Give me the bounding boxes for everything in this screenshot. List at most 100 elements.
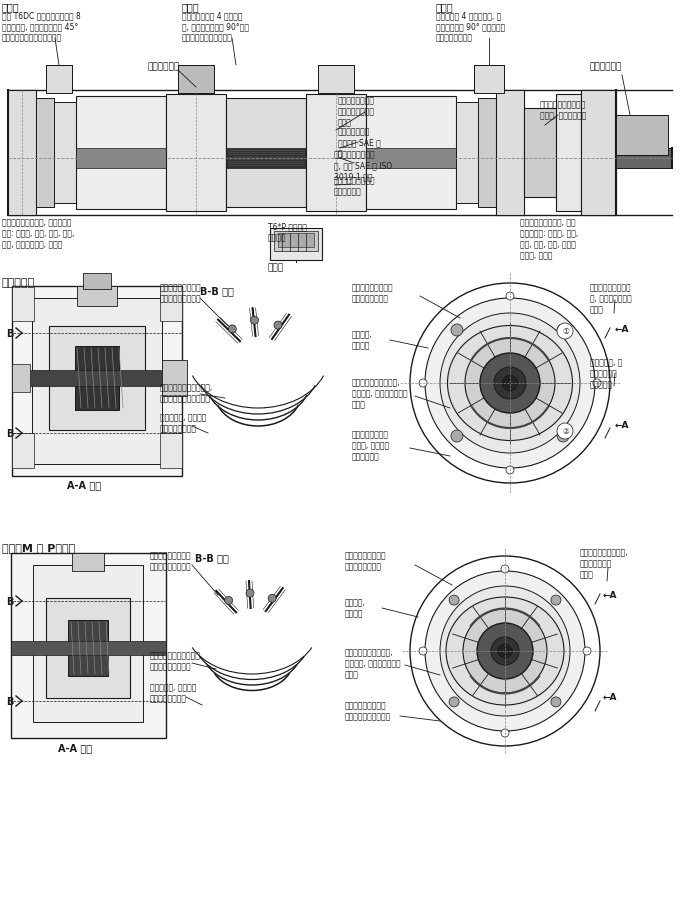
Circle shape (551, 596, 561, 605)
Bar (366, 148, 456, 168)
Circle shape (224, 596, 233, 605)
Text: B: B (6, 697, 14, 707)
Bar (162, 360, 187, 396)
Bar (12, 370, 182, 386)
Text: ←A: ←A (615, 325, 630, 334)
Bar (160, 433, 182, 468)
Text: 出油口具有 4 个方向位置, 相
对于吸口可按 90° 的间隔转动
配置在任一位置上: 出油口具有 4 个方向位置, 相 对于吸口可按 90° 的间隔转动 配置在任一位… (436, 11, 505, 42)
Bar (270, 228, 322, 260)
Circle shape (465, 338, 555, 428)
Circle shape (419, 647, 427, 655)
Text: 前后侧板通过独立
的出口压力相互轴
向夹紧: 前后侧板通过独立 的出口压力相互轴 向夹紧 (338, 96, 375, 127)
Bar (366, 96, 456, 209)
Bar (616, 148, 672, 168)
Ellipse shape (446, 597, 564, 705)
Bar (8, 90, 36, 215)
Bar (72, 553, 104, 571)
Text: 叶片处于定子压油坡面,
叶片缩进, 并将油液挤压至
出油口: 叶片处于定子压油坡面, 叶片缩进, 并将油液挤压至 出油口 (352, 378, 407, 409)
Text: 叶片由柱销及离心力
作用压向定子内曲面: 叶片由柱销及离心力 作用压向定子内曲面 (150, 551, 192, 571)
Bar (278, 233, 314, 247)
Text: A-A 剖视: A-A 剖视 (58, 743, 92, 753)
Bar (33, 565, 143, 722)
Bar (75, 346, 119, 410)
Text: B: B (6, 329, 14, 339)
Circle shape (440, 586, 570, 716)
Circle shape (593, 379, 601, 387)
Bar (274, 231, 318, 251)
Bar (46, 65, 72, 93)
Text: 叶片由柱销及离心力
作用压向定子内曲面: 叶片由柱销及离心力 作用压向定子内曲面 (160, 283, 202, 303)
Circle shape (551, 697, 561, 707)
Text: 传动轴球轴承保证传
动轴的对中性: 传动轴球轴承保证传 动轴的对中性 (334, 176, 375, 196)
Bar (12, 364, 30, 392)
Bar (83, 273, 111, 289)
Bar (11, 553, 166, 738)
Circle shape (425, 298, 595, 468)
Text: B-B 剖视: B-B 剖视 (195, 553, 229, 563)
Bar (160, 286, 182, 321)
Text: 叶片在定子长径弧面
上, 将压力腔与吸油
腔隔离: 叶片在定子长径弧面 上, 将压力腔与吸油 腔隔离 (590, 283, 632, 314)
Text: 车用（M 及 P）型泵: 车用（M 及 P）型泵 (2, 543, 75, 553)
Bar (46, 598, 130, 698)
Text: ②: ② (562, 427, 569, 436)
Circle shape (501, 729, 509, 737)
Text: 安装导向定位孔
完全符合 SAE 标
准: 安装导向定位孔 完全符合 SAE 标 准 (338, 127, 381, 158)
Circle shape (557, 430, 569, 442)
Text: 柱销腔处于平稳压力状态,
压力稍高于叶片刃口压力: 柱销腔处于平稳压力状态, 压力稍高于叶片刃口压力 (160, 383, 214, 403)
Text: 叶片在定子长径弧面上,
将压力腔与吸油
腔隔离: 叶片在定子长径弧面上, 将压力腔与吸油 腔隔离 (580, 548, 628, 579)
Circle shape (274, 321, 282, 329)
Text: 侧面供油孔, 向柱销底
腔提供出口压力油: 侧面供油孔, 向柱销底 腔提供出口压力油 (160, 413, 206, 433)
Text: 柱销腔处于平稳压力状态,
压力稍高于出口压力: 柱销腔处于平稳压力状态, 压力稍高于出口压力 (150, 651, 203, 671)
Circle shape (449, 697, 459, 707)
Circle shape (494, 367, 526, 399)
Bar (318, 65, 354, 93)
Text: 多种平键或花键传动
轴, 符合 SAE 及 ISO
3019-1 标准: 多种平键或花键传动 轴, 符合 SAE 及 ISO 3019-1 标准 (334, 150, 392, 181)
Text: 侧面润滑孔, 向前、后
侧板表面提供润滑: 侧面润滑孔, 向前、后 侧板表面提供润滑 (150, 683, 197, 703)
Bar (478, 98, 496, 207)
Circle shape (268, 595, 276, 602)
Circle shape (440, 313, 580, 453)
Circle shape (477, 623, 533, 679)
Bar (306, 94, 366, 211)
Circle shape (557, 423, 573, 439)
Circle shape (425, 571, 585, 731)
Text: 泵芯组件可成套更换, 每个
组件均包括: 定子环, 转子,
叶片, 柱销, 轴套, 定位销
以及前, 后侧板: 泵芯组件可成套更换, 每个 组件均包括: 定子环, 转子, 叶片, 柱销, 轴套… (520, 218, 578, 260)
Circle shape (557, 324, 569, 336)
Bar (226, 98, 306, 207)
Circle shape (449, 596, 459, 605)
Bar (524, 108, 556, 197)
Text: ①: ① (562, 327, 569, 336)
Text: ←A: ←A (603, 591, 617, 600)
Text: 定子环进油斜孔改善
了泵芯的吸油特性: 定子环进油斜孔改善 了泵芯的吸油特性 (352, 283, 394, 303)
Circle shape (501, 565, 509, 573)
Bar (76, 96, 166, 209)
Circle shape (463, 609, 547, 693)
Bar (77, 286, 117, 306)
Bar (54, 102, 76, 203)
Text: 轴端出油口具有 4 个方向位
置, 相对于吸口可按 90°的间
隔转动配置在任一位置上: 轴端出油口具有 4 个方向位 置, 相对于吸口可按 90°的间 隔转动配置在任一… (182, 11, 249, 42)
Circle shape (228, 325, 236, 333)
Bar (581, 90, 616, 215)
Bar (556, 94, 581, 211)
Circle shape (451, 324, 463, 336)
Bar (226, 148, 306, 168)
Text: B: B (6, 597, 14, 607)
Text: ←A: ←A (603, 693, 617, 702)
Text: 进油（吸）口: 进油（吸）口 (590, 62, 622, 71)
Bar (32, 298, 162, 464)
Bar (166, 94, 226, 211)
Bar (36, 98, 54, 207)
Circle shape (419, 379, 427, 387)
Text: 前侧板抵靠出口压力轴
向压室, 以减少内泄漏: 前侧板抵靠出口压力轴 向压室, 以减少内泄漏 (540, 100, 586, 120)
Circle shape (506, 466, 514, 474)
Text: 吸油坡面,
叶片伸出: 吸油坡面, 叶片伸出 (345, 598, 366, 618)
Circle shape (502, 375, 518, 391)
Text: 工业用型泵: 工业用型泵 (2, 278, 35, 288)
Text: 叶片处于定子短径
弧面上, 将吸油腔
与压力腔隔离: 叶片处于定子短径 弧面上, 将吸油腔 与压力腔隔离 (352, 430, 389, 461)
Text: B: B (6, 429, 14, 439)
Circle shape (557, 323, 573, 339)
Circle shape (480, 353, 540, 413)
Text: ←A: ←A (615, 421, 630, 430)
Circle shape (506, 292, 514, 300)
Text: 叶片在定子短弧面上
将吸油腔与压力腔隔离: 叶片在定子短弧面上 将吸油腔与压力腔隔离 (345, 701, 391, 721)
